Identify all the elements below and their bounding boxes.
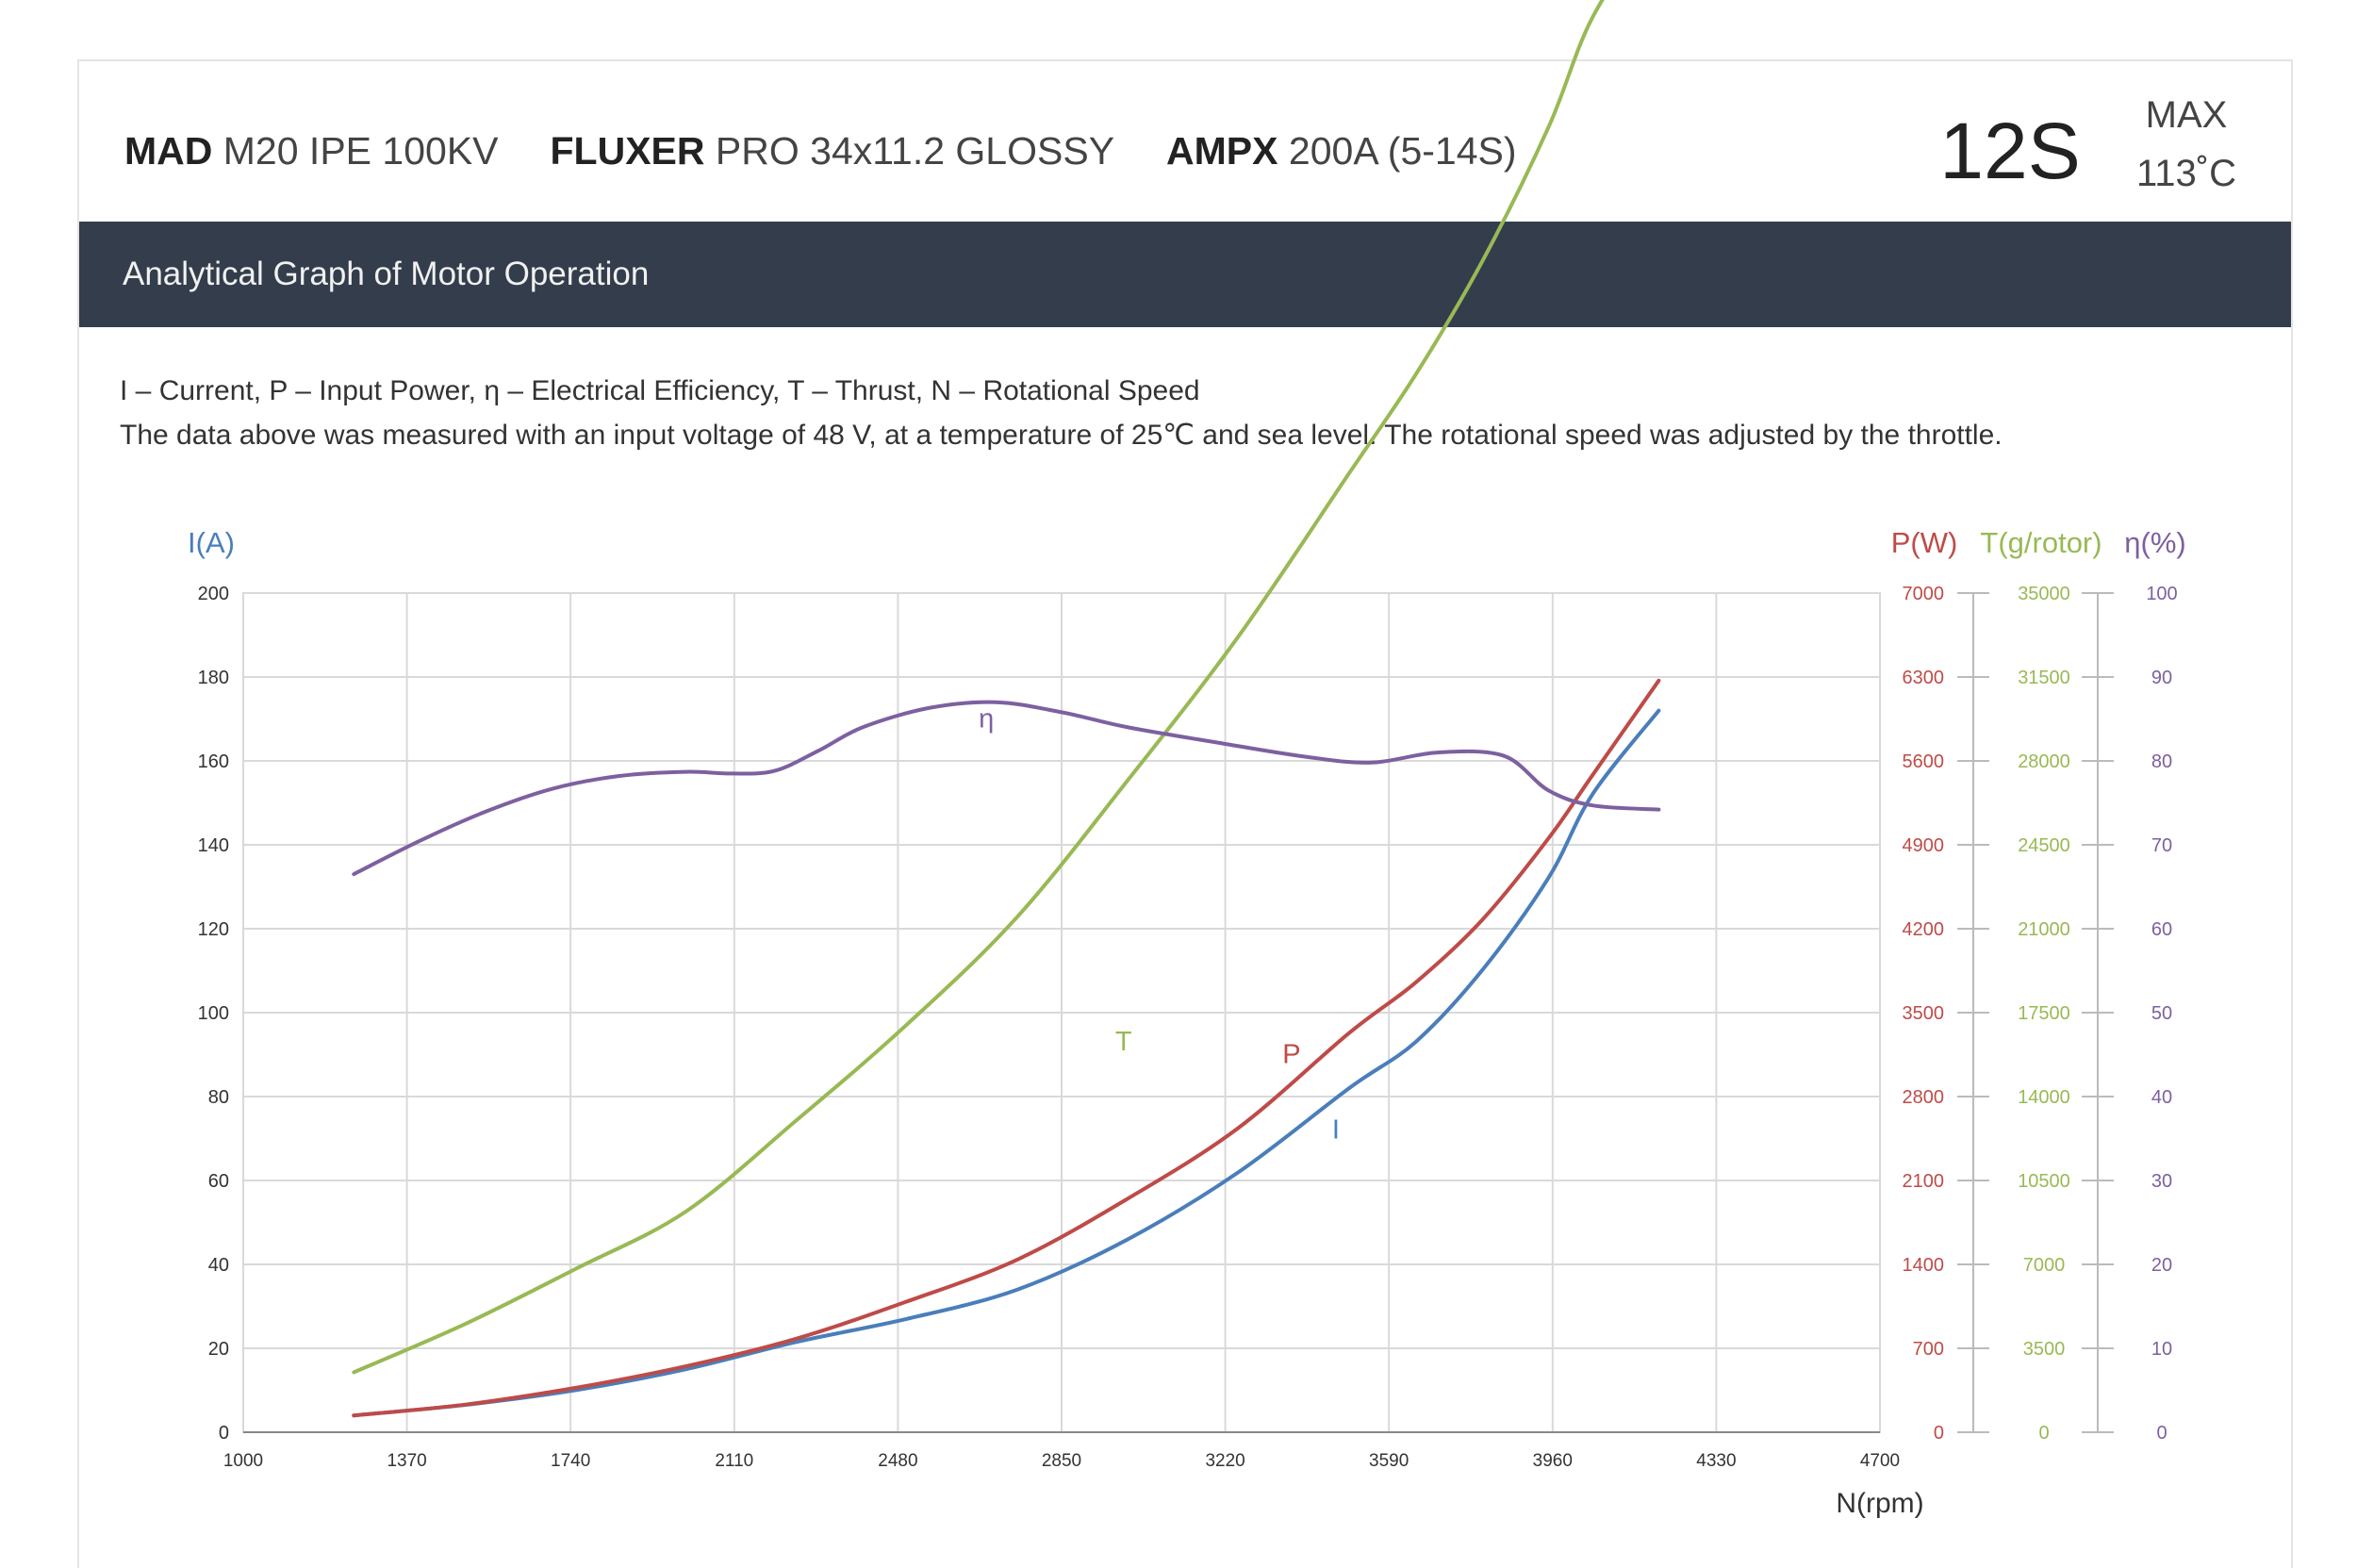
x-tick-label: 3590 <box>1369 1451 1409 1471</box>
x-tick-label: 3960 <box>1533 1451 1573 1471</box>
left-tick-label: 200 <box>198 584 229 604</box>
thrust-tick-label: 31500 <box>2018 668 2070 688</box>
power-tick-label: 4200 <box>1903 919 1945 940</box>
left-tick-label: 100 <box>198 1003 229 1024</box>
eff-tick-label: 50 <box>2151 1003 2172 1024</box>
max-temperature: MAX 113˚C <box>2106 86 2266 203</box>
left-tick-label: 180 <box>198 668 229 688</box>
info-card: MAD M20 IPE 100KV FLUXER PRO 34x11.2 GLO… <box>77 59 2293 1568</box>
left-axis-label: I(A) <box>188 526 235 559</box>
thrust-tick-label: 35000 <box>2018 584 2070 604</box>
chart-grid <box>242 592 1881 1433</box>
eff-tick-label: 20 <box>2151 1255 2172 1276</box>
x-tick-label: 2480 <box>878 1451 917 1471</box>
power-tick-label: 2100 <box>1903 1171 1945 1192</box>
thrust-tick-label: 0 <box>2038 1423 2049 1444</box>
eff-tick-label: 80 <box>2151 751 2172 772</box>
x-tick-label: 1370 <box>387 1451 426 1471</box>
test-conditions: The data above was measured with an inpu… <box>120 420 2003 451</box>
propeller-model: PRO 34x11.2 GLOSSY <box>715 128 1115 173</box>
thrust-tick-label: 17500 <box>2018 1003 2070 1024</box>
series-annotation: I <box>1332 1115 1340 1146</box>
motor-brand: MAD <box>124 128 213 173</box>
motor-model: M20 IPE 100KV <box>223 128 499 173</box>
power-tick-label: 700 <box>1913 1339 1944 1360</box>
x-tick-label: 2850 <box>1042 1451 1081 1471</box>
power-tick-label: 1400 <box>1903 1255 1945 1276</box>
propeller-product: FLUXER PRO 34x11.2 GLOSSY <box>551 129 1115 173</box>
x-tick-label: 1000 <box>223 1451 263 1471</box>
motor-product: MAD M20 IPE 100KV <box>124 129 499 173</box>
chart-axes: 1000 1370 1740 2110 2480 2850 3220 3590 3960 4330… <box>188 526 2186 1519</box>
left-tick-label: 60 <box>208 1171 229 1192</box>
thrust-tick-label: 10500 <box>2018 1171 2070 1192</box>
eff-tick-label: 90 <box>2151 668 2172 688</box>
thrust-tick-label: 7000 <box>2023 1255 2066 1276</box>
cell-count: 12S <box>1939 107 2081 195</box>
x-tick-label: 3220 <box>1205 1451 1244 1471</box>
eff-tick-label: 10 <box>2151 1339 2172 1360</box>
x-tick-label: 4700 <box>1860 1451 1900 1471</box>
eff-tick-label: 0 <box>2156 1423 2167 1444</box>
power-tick-label: 0 <box>1934 1423 1944 1444</box>
banner-title: Analytical Graph of Motor Operation <box>123 256 650 292</box>
series-annotation: P <box>1282 1039 1300 1069</box>
propeller-brand: FLUXER <box>550 128 705 173</box>
chart-series <box>352 0 1661 1418</box>
series-line-T <box>352 0 1605 1375</box>
power-tick-label: 4900 <box>1903 835 1945 856</box>
left-tick-label: 140 <box>198 835 229 856</box>
variable-legend: I – Current, P – Input Power, η – Electr… <box>120 375 1200 406</box>
max-label: MAX <box>2145 94 2228 136</box>
section-banner: Analytical Graph of Motor Operation <box>79 222 2291 327</box>
x-tick-label: 4330 <box>1696 1451 1736 1471</box>
left-tick-label: 0 <box>219 1423 229 1444</box>
thrust-tick-label: 28000 <box>2018 751 2070 772</box>
power-tick-label: 7000 <box>1903 584 1945 604</box>
product-header: MAD M20 IPE 100KV FLUXER PRO 34x11.2 GLO… <box>124 113 1569 189</box>
eff-tick-label: 60 <box>2151 919 2172 940</box>
thrust-tick-label: 3500 <box>2023 1339 2066 1360</box>
esc-product: AMPX 200A (5-14S) <box>1166 129 1516 173</box>
left-tick-label: 160 <box>198 751 229 772</box>
x-tick-label: 1740 <box>551 1451 590 1471</box>
series-line-P <box>352 678 1661 1418</box>
left-tick-label: 40 <box>208 1255 229 1276</box>
left-tick-label: 80 <box>208 1087 229 1108</box>
power-tick-label: 6300 <box>1903 668 1945 688</box>
power-tick-label: 5600 <box>1903 751 1945 772</box>
eff-tick-label: 30 <box>2151 1171 2172 1192</box>
thrust-tick-label: 24500 <box>2018 835 2070 856</box>
series-annotation: η <box>979 703 994 734</box>
series-line-I <box>352 708 1661 1418</box>
thrust-tick-label: 21000 <box>2018 919 2070 940</box>
eff-tick-label: 40 <box>2151 1087 2172 1108</box>
power-tick-label: 2800 <box>1903 1087 1945 1108</box>
power-tick-label: 3500 <box>1903 1003 1945 1024</box>
right_power-axis-label: P(W) <box>1891 526 1958 559</box>
left-tick-label: 20 <box>208 1339 229 1360</box>
eff-tick-label: 100 <box>2146 584 2177 604</box>
series-annotation: T <box>1115 1027 1132 1057</box>
max-temp-value: 113˚C <box>2136 153 2236 194</box>
esc-brand: AMPX <box>1166 128 1278 173</box>
right_eff-axis-label: η(%) <box>2124 526 2185 559</box>
chart-labels: η T P I <box>979 703 1340 1145</box>
esc-model: 200A (5-14S) <box>1288 128 1517 173</box>
thrust-tick-label: 14000 <box>2018 1087 2070 1108</box>
eff-tick-label: 70 <box>2151 835 2172 856</box>
series-line-η <box>352 700 1661 877</box>
x-axis-label: N(rpm) <box>1836 1488 1923 1519</box>
right_thrust-axis-label: T(g/rotor) <box>1980 526 2102 559</box>
left-tick-label: 120 <box>198 919 229 940</box>
x-tick-label: 2110 <box>715 1451 753 1471</box>
